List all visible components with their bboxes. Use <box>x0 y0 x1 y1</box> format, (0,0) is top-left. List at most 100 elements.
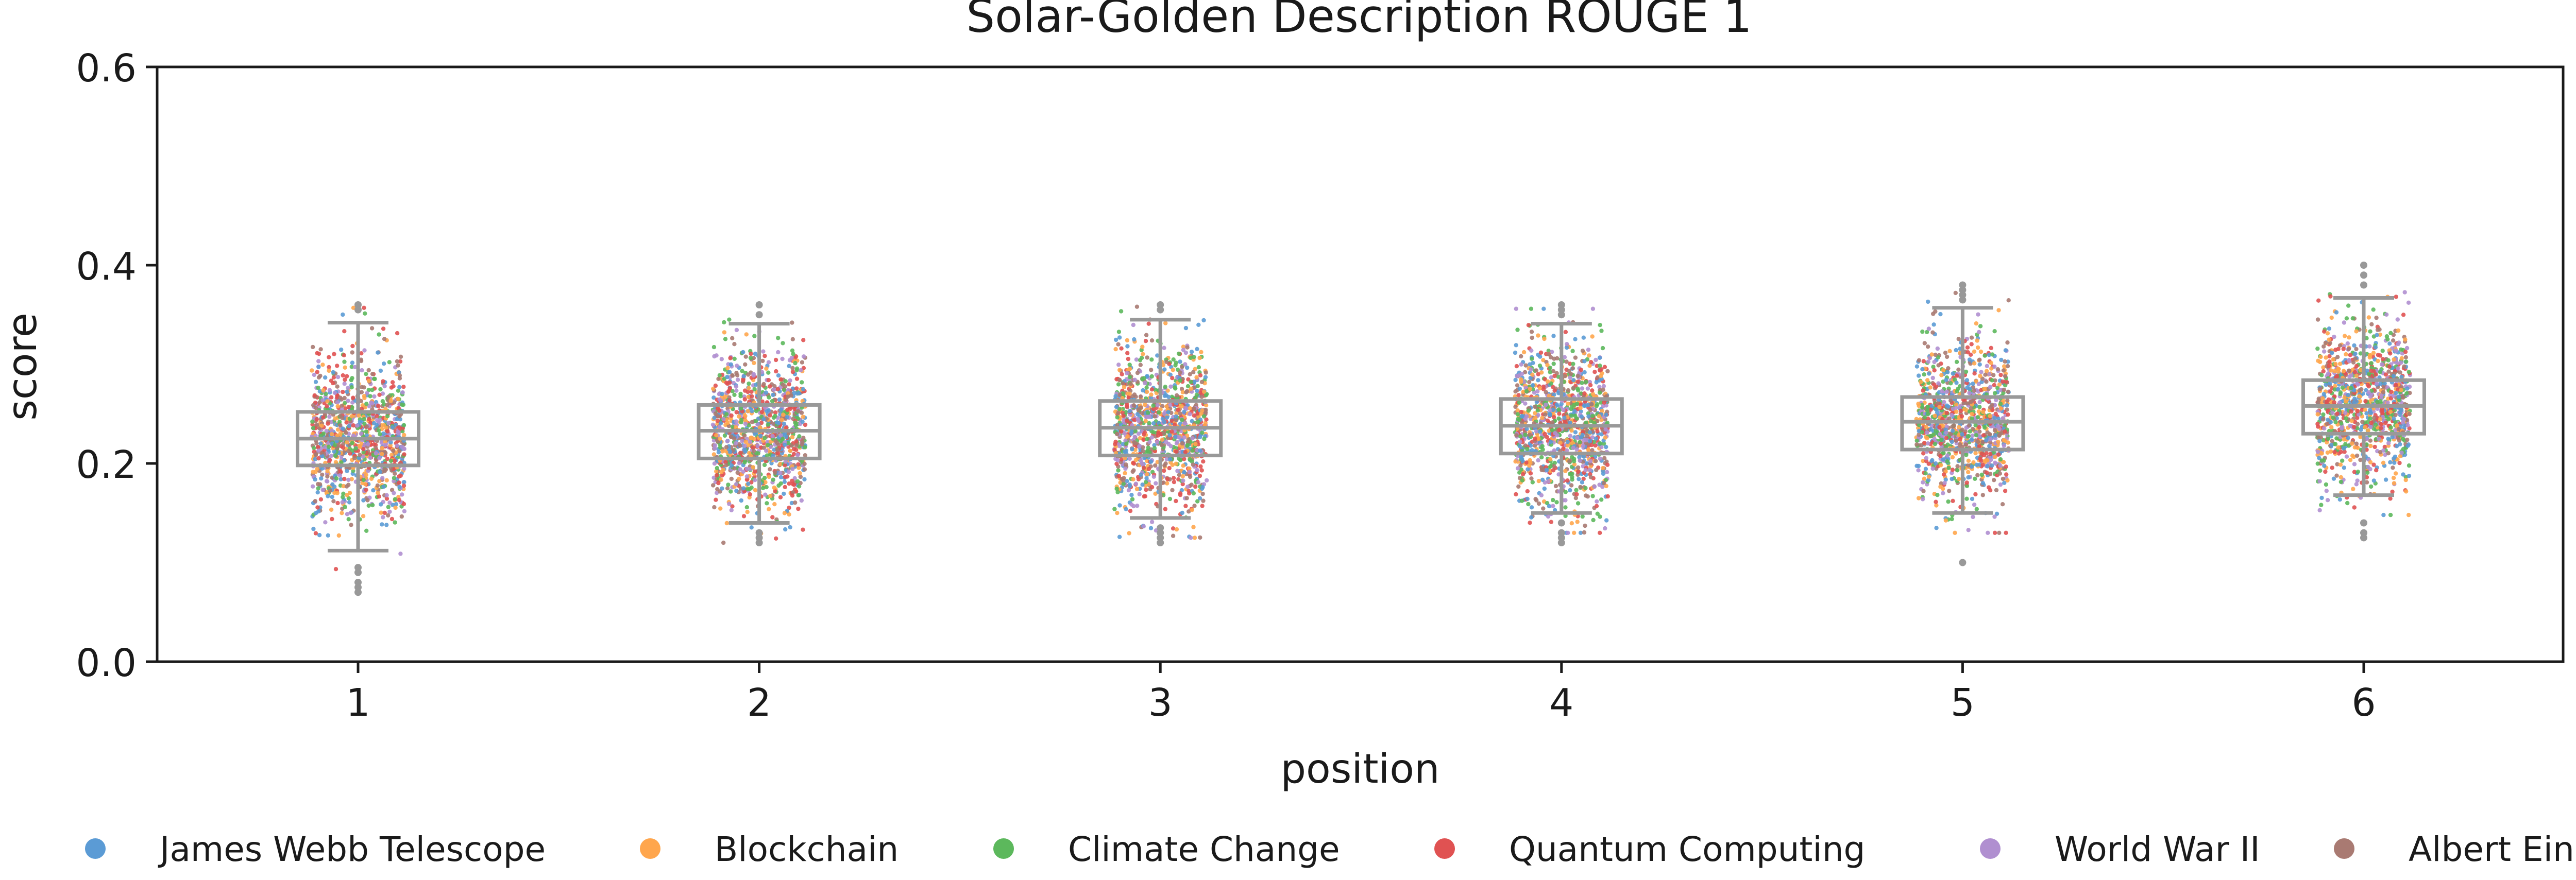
jitter-point <box>1170 376 1175 381</box>
jitter-point <box>732 356 737 361</box>
jitter-point <box>773 410 778 415</box>
jitter-point <box>1144 389 1149 394</box>
jitter-point <box>1187 509 1191 514</box>
jitter-point <box>1135 412 1140 417</box>
jitter-point <box>781 437 785 441</box>
jitter-point <box>1149 374 1154 379</box>
jitter-point <box>1590 334 1595 339</box>
jitter-point <box>751 445 755 450</box>
jitter-point <box>1522 379 1527 384</box>
jitter-point <box>1142 376 1146 381</box>
jitter-point <box>384 496 389 501</box>
jitter-point <box>789 501 794 506</box>
jitter-point <box>1540 416 1545 420</box>
jitter-point <box>1599 418 1604 422</box>
jitter-point <box>1545 468 1549 473</box>
jitter-point <box>378 387 383 392</box>
jitter-point <box>796 506 801 511</box>
jitter-point <box>1574 416 1579 421</box>
jitter-point <box>371 442 377 447</box>
jitter-point <box>380 446 385 451</box>
jitter-point <box>1590 413 1595 418</box>
jitter-point <box>760 358 765 364</box>
jitter-point <box>719 470 724 474</box>
jitter-point <box>1549 355 1553 360</box>
jitter-point <box>790 370 795 374</box>
jitter-point <box>782 491 786 496</box>
jitter-point <box>313 457 317 461</box>
jitter-point <box>1541 358 1546 363</box>
jitter-point <box>1198 464 1203 469</box>
jitter-point <box>782 511 787 515</box>
jitter-point <box>342 329 347 334</box>
jitter-point <box>1538 350 1544 355</box>
jitter-point <box>386 421 391 425</box>
jitter-point <box>343 401 347 405</box>
jitter-point <box>749 389 754 394</box>
jitter-point <box>712 461 717 466</box>
jitter-point <box>1128 382 1133 386</box>
jitter-point <box>361 514 366 519</box>
jitter-point <box>1554 500 1559 505</box>
jitter-point <box>382 510 387 515</box>
jitter-point <box>331 370 335 375</box>
jitter-point <box>1174 527 1179 532</box>
jitter-point <box>1598 514 1602 519</box>
jitter-point <box>1515 466 1520 471</box>
jitter-point <box>1603 427 1608 432</box>
jitter-point <box>1566 388 1571 393</box>
jitter-point <box>1930 330 1935 335</box>
jitter-point <box>789 443 794 448</box>
jitter-point <box>716 376 721 381</box>
jitter-point <box>1152 443 1157 447</box>
jitter-point <box>1148 395 1154 400</box>
jitter-point <box>753 351 758 356</box>
jitter-point <box>754 409 759 413</box>
jitter-point <box>1160 437 1165 442</box>
jitter-point <box>363 405 367 410</box>
jitter-point <box>722 320 726 325</box>
jitter-point <box>1113 337 1118 342</box>
jitter-point <box>333 567 338 572</box>
jitter-point <box>1552 415 1556 420</box>
jitter-point <box>719 477 723 482</box>
jitter-point <box>1114 487 1119 491</box>
jitter-point <box>2003 348 2008 353</box>
jitter-point <box>1192 407 1197 411</box>
jitter-point <box>1580 480 1585 485</box>
jitter-point <box>1595 499 1599 504</box>
jitter-point <box>1161 363 1166 367</box>
jitter-point <box>1552 373 1557 378</box>
jitter-point <box>1571 403 1577 408</box>
jitter-point <box>715 473 719 478</box>
jitter-point <box>378 470 382 474</box>
jitter-point <box>374 451 378 456</box>
jitter-point <box>1529 306 1534 311</box>
jitter-point <box>1931 322 1936 327</box>
jitter-point <box>344 484 349 489</box>
jitter-point <box>1599 400 1603 405</box>
jitter-point <box>794 443 799 448</box>
jitter-point <box>1126 356 1130 361</box>
jitter-point <box>392 476 397 480</box>
jitter-point <box>350 343 355 349</box>
jitter-point <box>713 411 718 416</box>
jitter-point <box>1153 414 1157 419</box>
jitter-point <box>392 491 396 495</box>
jitter-point <box>746 372 751 377</box>
jitter-point <box>1976 312 1980 317</box>
jitter-point <box>1134 487 1140 491</box>
jitter-point <box>1177 473 1182 477</box>
jitter-point <box>389 385 394 390</box>
jitter-point <box>1546 379 1550 384</box>
jitter-point <box>1122 449 1127 454</box>
jitter-point <box>1589 402 1594 407</box>
jitter-point <box>342 476 347 481</box>
jitter-point <box>738 467 742 472</box>
jitter-point <box>1574 447 1579 452</box>
jitter-point <box>365 391 369 395</box>
jitter-point <box>1152 446 1157 451</box>
jitter-point <box>1163 385 1167 389</box>
jitter-point <box>749 525 754 530</box>
jitter-point <box>349 414 354 419</box>
